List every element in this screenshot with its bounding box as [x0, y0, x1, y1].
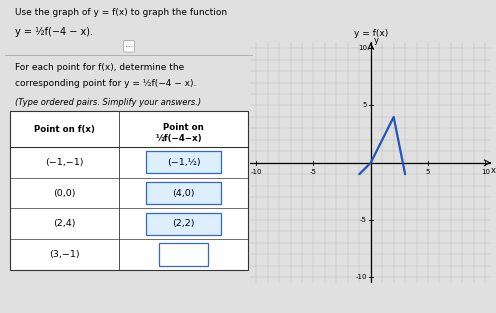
- Text: (0,0): (0,0): [53, 189, 76, 198]
- Text: -10: -10: [250, 169, 262, 175]
- Text: -5: -5: [310, 169, 317, 175]
- Text: (4,0): (4,0): [172, 189, 195, 198]
- Bar: [146, 182, 221, 204]
- Text: Point on f(x): Point on f(x): [34, 125, 95, 134]
- Text: (−1,−1): (−1,−1): [45, 158, 84, 167]
- Text: ½f(−4−x): ½f(−4−x): [155, 134, 202, 143]
- Text: 5: 5: [363, 102, 367, 109]
- Text: -10: -10: [355, 274, 367, 280]
- Bar: [146, 213, 221, 235]
- Text: Use the graph of y = f(x) to graph the function: Use the graph of y = f(x) to graph the f…: [15, 8, 227, 17]
- Text: For each point for f(x), determine the: For each point for f(x), determine the: [15, 63, 184, 72]
- Text: (2,4): (2,4): [53, 219, 76, 228]
- Text: y: y: [374, 36, 379, 45]
- Text: y = f(x): y = f(x): [354, 29, 388, 38]
- Text: -5: -5: [360, 217, 367, 223]
- Text: (−1,½): (−1,½): [167, 158, 200, 167]
- Text: y = ½f(−4 − x).: y = ½f(−4 − x).: [15, 27, 93, 37]
- Text: ⋯: ⋯: [125, 42, 133, 51]
- Bar: [10, 111, 248, 270]
- Text: (3,−1): (3,−1): [49, 250, 80, 259]
- Text: x: x: [491, 166, 496, 175]
- Text: (Type ordered pairs. Simplify your answers.): (Type ordered pairs. Simplify your answe…: [15, 98, 201, 107]
- Bar: [146, 151, 221, 173]
- Text: corresponding point for y = ½f(−4 − x).: corresponding point for y = ½f(−4 − x).: [15, 79, 196, 88]
- Text: 10: 10: [358, 45, 367, 51]
- Text: 5: 5: [426, 169, 430, 175]
- Bar: [159, 244, 208, 265]
- Text: 10: 10: [481, 169, 490, 175]
- Text: (2,2): (2,2): [172, 219, 195, 228]
- Text: Point on: Point on: [163, 123, 204, 132]
